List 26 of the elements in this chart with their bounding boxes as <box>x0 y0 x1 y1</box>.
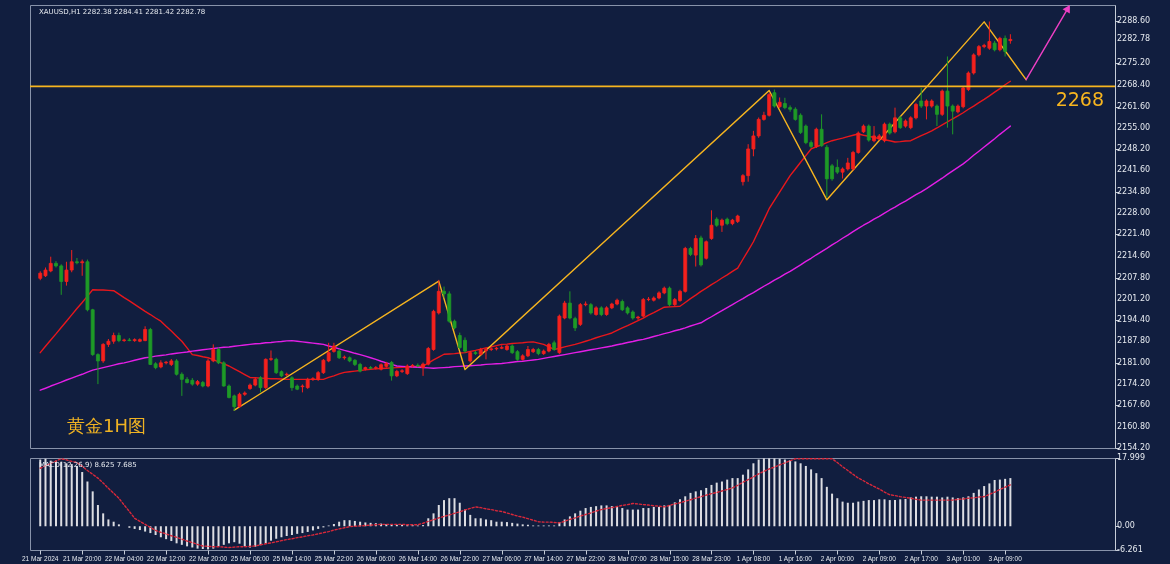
y-tick-label: 2154.20 <box>1117 443 1151 452</box>
y-tick-label: 2181.00 <box>1117 357 1151 367</box>
y-tick-label: 2268.40 <box>1117 80 1151 90</box>
y-tick-label: 2282.78 <box>1117 34 1151 44</box>
y-tick-label: 2187.80 <box>1117 336 1151 346</box>
y-tick-label: 2160.80 <box>1117 422 1151 432</box>
y-tick-label: 2174.20 <box>1117 379 1151 389</box>
y-tick-label: 2234.80 <box>1117 186 1151 196</box>
y-tick-label: 2167.60 <box>1117 400 1151 410</box>
annotation: 黄金1H图 <box>67 415 146 436</box>
y-tick-label: 17.999 <box>1117 453 1145 462</box>
y-tick-label: 0.00 <box>1117 521 1135 531</box>
y-tick-label: 2221.40 <box>1117 229 1151 239</box>
y-tick-label: 2207.80 <box>1117 272 1151 282</box>
y-tick-label: 2214.60 <box>1117 251 1151 261</box>
y-tick-label: 2201.20 <box>1117 293 1151 303</box>
y-tick-label: 2194.40 <box>1117 315 1151 325</box>
y-tick-label: 2248.20 <box>1117 144 1151 154</box>
y-tick-label: 2288.60 <box>1117 15 1151 25</box>
y-tick-label: 2228.00 <box>1117 208 1151 218</box>
y-tick-label: 2255.00 <box>1117 122 1151 132</box>
y-tick-label: 2261.60 <box>1117 101 1151 111</box>
y-tick-label: 2241.60 <box>1117 165 1151 175</box>
ref-line-label: 2268 <box>1055 88 1104 111</box>
y-tick-label: -6.261 <box>1117 545 1143 554</box>
y-tick-label: 2275.20 <box>1117 58 1151 68</box>
